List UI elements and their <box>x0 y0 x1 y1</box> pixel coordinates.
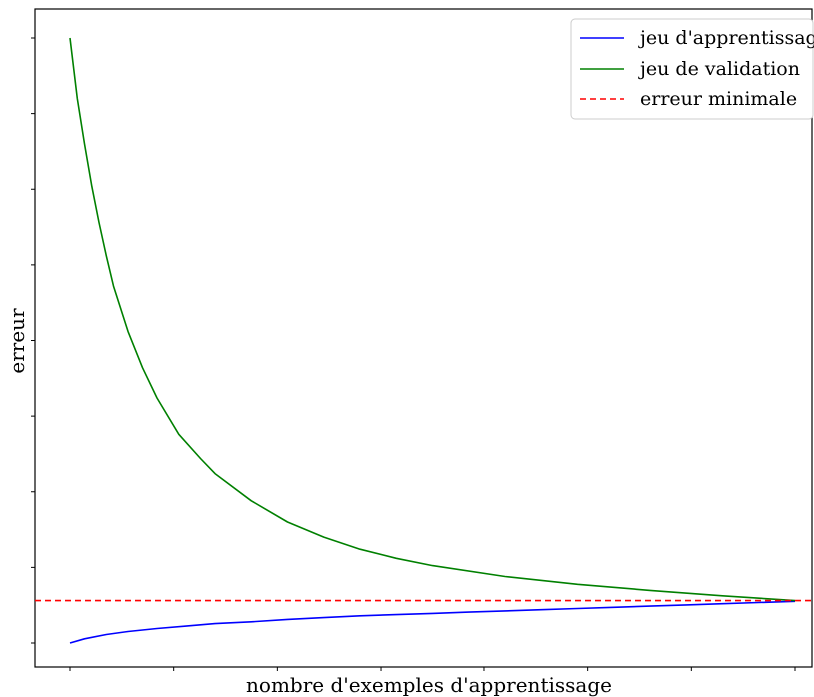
series-line-validation <box>69 37 796 602</box>
tick-marks <box>31 37 796 671</box>
legend: jeu d'apprentissage jeu de validation er… <box>570 18 814 120</box>
legend-label-training: jeu d'apprentissage <box>638 27 814 49</box>
series-lines <box>35 37 812 644</box>
legend-label-validation: jeu de validation <box>638 58 800 80</box>
legend-label-minimum: erreur minimale <box>640 88 797 110</box>
series-line-training <box>69 600 796 644</box>
x-axis-label: nombre d'exemples d'apprentissage <box>246 673 612 697</box>
legend-box <box>570 18 814 120</box>
y-axis-label: erreur <box>5 308 29 374</box>
